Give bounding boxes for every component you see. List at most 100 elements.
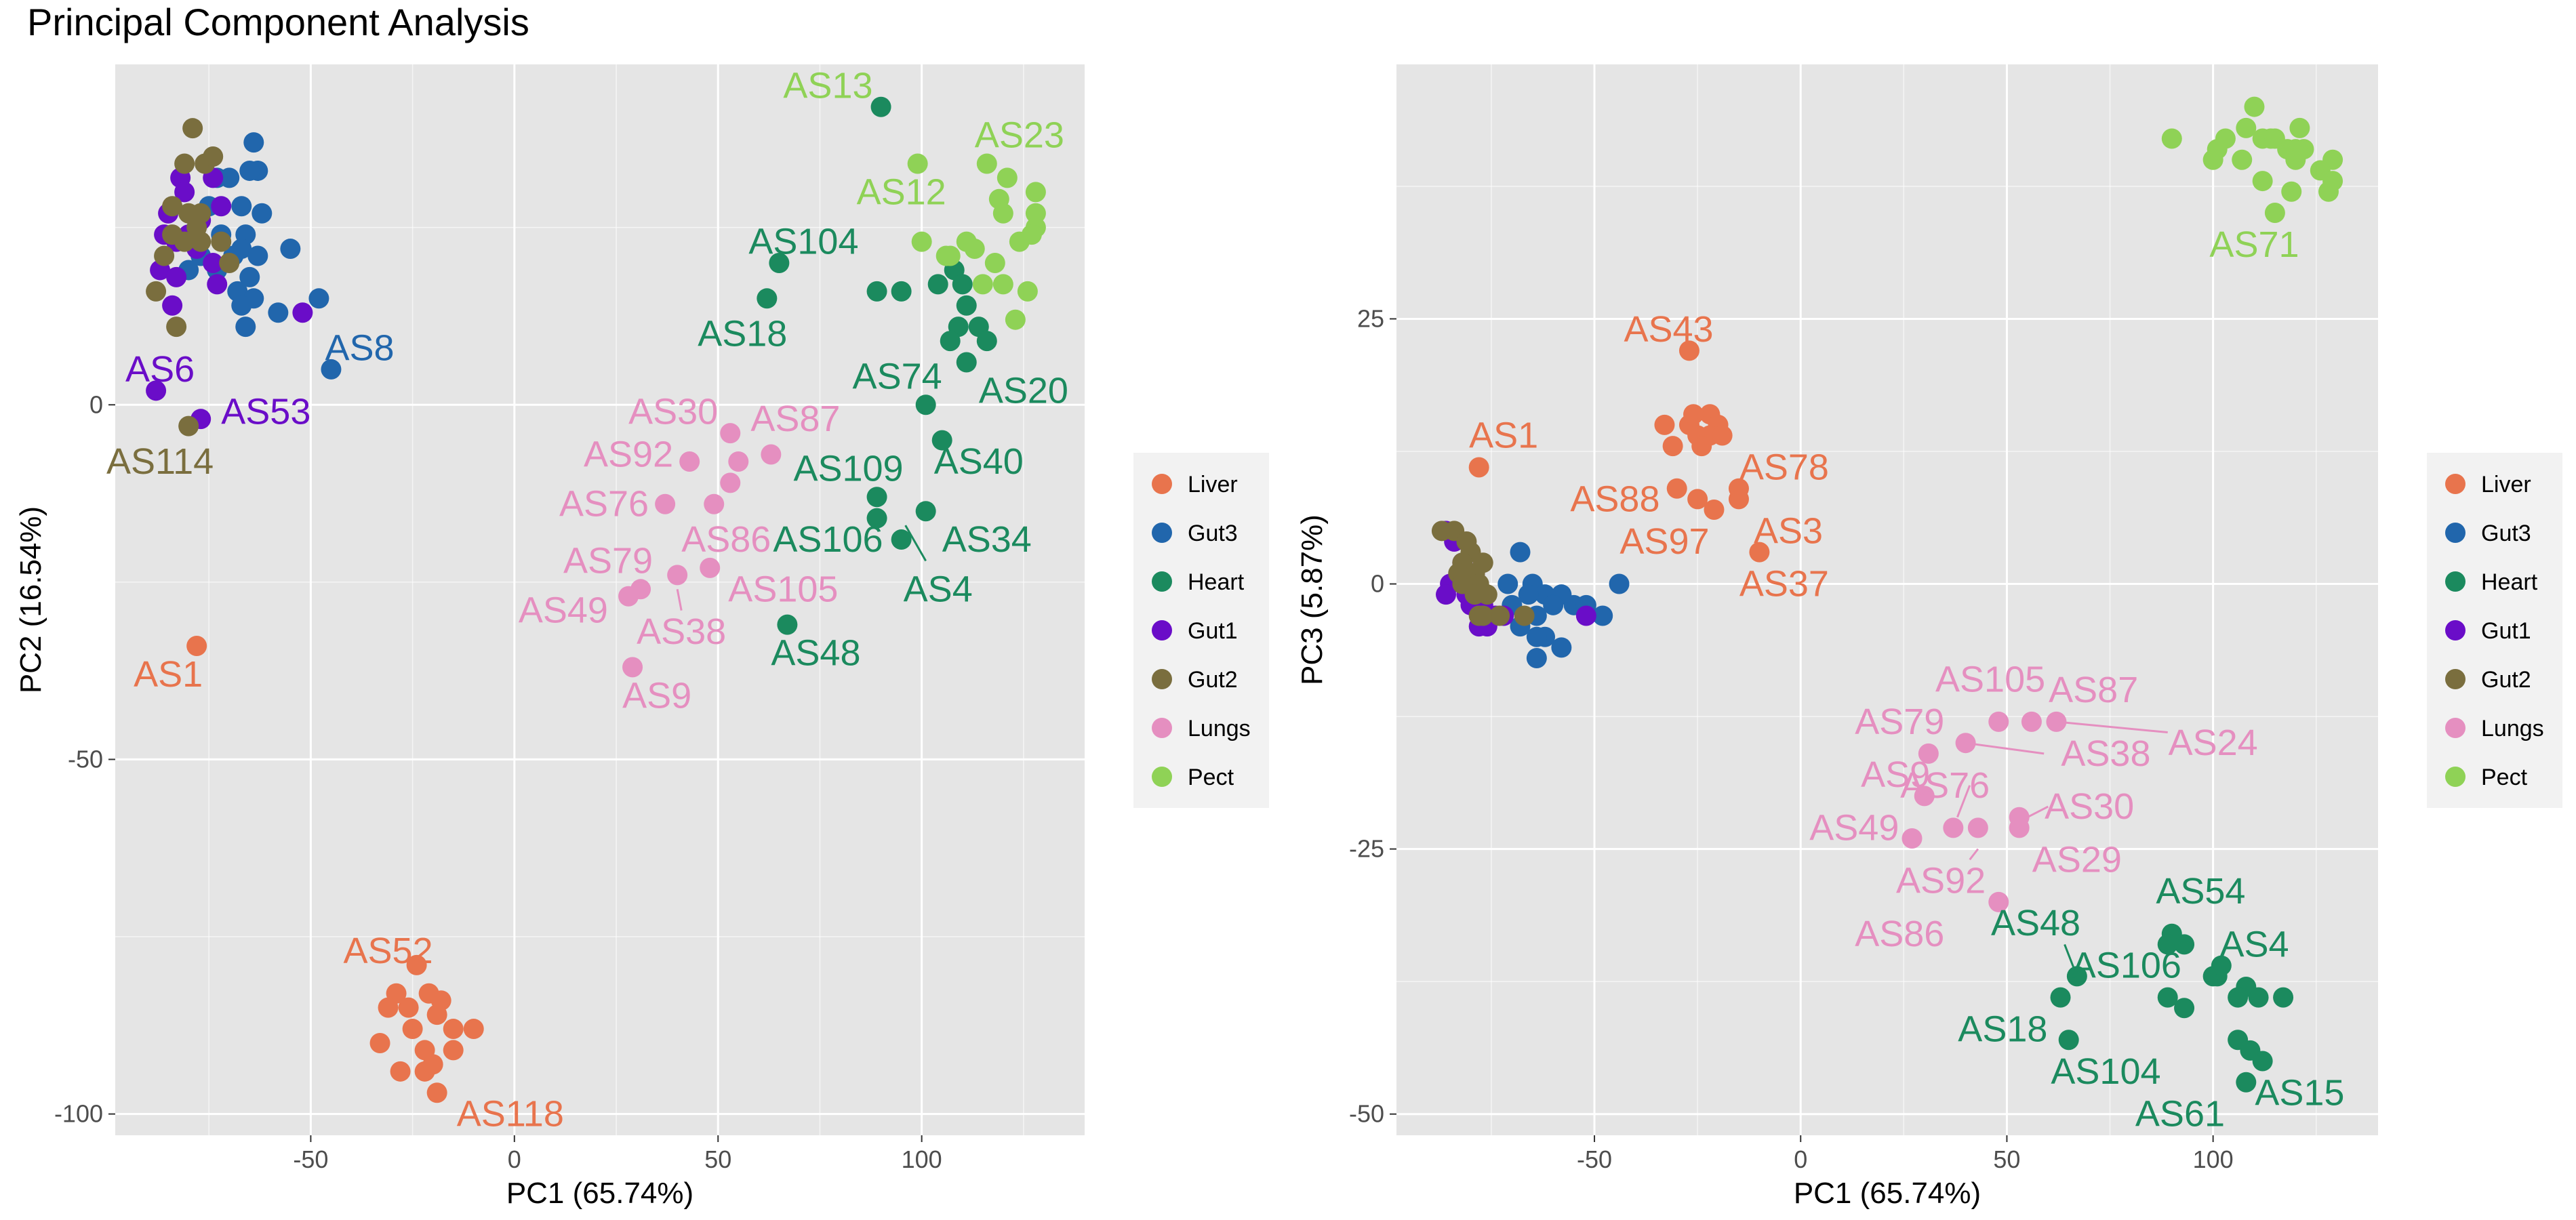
x-tick-label: -50 — [293, 1145, 328, 1173]
data-point — [891, 529, 912, 550]
data-point — [866, 281, 887, 302]
legend-label: Lungs — [2481, 716, 2544, 741]
data-point — [1687, 489, 1708, 510]
data-point — [2273, 987, 2294, 1008]
legend-key — [1152, 767, 1172, 787]
data-point — [1749, 542, 1770, 563]
data-point — [178, 415, 199, 436]
point-label: AS37 — [1739, 564, 1829, 605]
legend-key — [2445, 571, 2466, 592]
legend-label: Gut2 — [2481, 667, 2531, 693]
point-label: AS38 — [637, 611, 726, 652]
series-heart — [2050, 923, 2294, 1093]
data-point — [1955, 733, 1976, 754]
point-label: AS40 — [934, 441, 1024, 482]
data-point — [1468, 605, 1489, 626]
x-tick-label: -50 — [1577, 1145, 1612, 1173]
data-point — [443, 1040, 464, 1061]
point-label: AS49 — [519, 590, 608, 631]
legend-key — [2445, 669, 2466, 689]
data-point — [1526, 626, 1547, 647]
data-point — [891, 281, 912, 302]
data-point — [2252, 171, 2273, 192]
point-label: AS114 — [106, 441, 214, 482]
data-point — [292, 302, 313, 323]
data-point — [952, 274, 973, 295]
point-label: AS29 — [2032, 839, 2122, 880]
legend-label: Gut1 — [1188, 618, 1238, 644]
data-point — [728, 451, 749, 472]
point-label: AS74 — [853, 356, 942, 396]
legend-label: Gut2 — [1188, 667, 1238, 693]
series-liver — [1468, 340, 1770, 563]
data-point — [174, 153, 195, 174]
legend-label: Heart — [2481, 569, 2538, 595]
data-point — [166, 317, 187, 338]
point-label: AS38 — [2061, 733, 2150, 774]
legend-label: Pect — [1188, 765, 1234, 790]
point-label: AS43 — [1624, 309, 1713, 350]
data-point — [398, 997, 419, 1018]
legend-key — [2445, 767, 2466, 787]
data-point — [2046, 711, 2067, 732]
data-point — [1436, 584, 1457, 605]
data-point — [1025, 182, 1046, 203]
point-label: AS104 — [748, 222, 858, 262]
point-label: AS105 — [728, 569, 838, 609]
point-label: AS23 — [975, 115, 1064, 156]
point-label: AS9 — [622, 675, 691, 716]
point-label: AS13 — [783, 65, 872, 106]
data-point — [704, 493, 725, 514]
data-point — [622, 657, 643, 678]
data-point — [186, 636, 207, 657]
y-tick-label: -100 — [54, 1100, 103, 1128]
data-point — [1918, 743, 1939, 764]
data-point — [777, 614, 798, 635]
legend-key — [1152, 718, 1172, 738]
data-point — [2058, 1030, 2079, 1051]
data-point — [940, 331, 961, 352]
data-point — [463, 1019, 484, 1040]
point-label: AS48 — [1991, 903, 2080, 943]
data-point — [2293, 139, 2314, 160]
data-point — [280, 239, 301, 260]
data-point — [239, 160, 260, 181]
data-point — [422, 1054, 443, 1075]
point-label: AS86 — [681, 519, 771, 560]
data-point — [308, 288, 329, 309]
point-label: AS78 — [1739, 447, 1829, 487]
chart-panel-2: -50 0 50 100 -50 -25 0 25 PC1 (65.74%) PC3 (5.87%… — [1295, 64, 2562, 1210]
legend-key — [1152, 571, 1172, 592]
data-point — [870, 96, 891, 117]
data-point — [997, 167, 1018, 188]
legend-label: Liver — [2481, 472, 2531, 497]
data-point — [992, 274, 1013, 295]
data-point — [1988, 891, 2009, 912]
data-point — [2174, 998, 2195, 1019]
data-point — [1678, 340, 1699, 361]
data-point — [1476, 584, 1497, 605]
point-label: AS79 — [1855, 702, 1944, 742]
data-point — [2232, 149, 2253, 170]
legend-key — [1152, 523, 1172, 543]
y-tick-label: 0 — [89, 390, 103, 418]
data-point — [443, 1019, 464, 1040]
data-point — [390, 1061, 411, 1082]
data-point — [2050, 987, 2071, 1008]
legend-key — [1152, 669, 1172, 689]
data-point — [207, 274, 228, 295]
point-label: AS86 — [1855, 914, 1944, 954]
data-point — [2161, 128, 2182, 149]
data-point — [720, 423, 741, 444]
data-point — [2157, 987, 2178, 1008]
data-point — [1712, 425, 1733, 446]
point-label: AS92 — [1896, 861, 1986, 901]
x-tick-label: 100 — [2193, 1145, 2234, 1173]
series-gut3 — [1497, 542, 1630, 669]
data-point — [1609, 573, 1630, 594]
x-tick-label: 0 — [508, 1145, 521, 1173]
series-gut2 — [1431, 521, 1535, 626]
data-point — [1914, 786, 1935, 807]
x-axis-title: PC1 (65.74%) — [506, 1177, 693, 1210]
data-point — [1009, 231, 1030, 252]
